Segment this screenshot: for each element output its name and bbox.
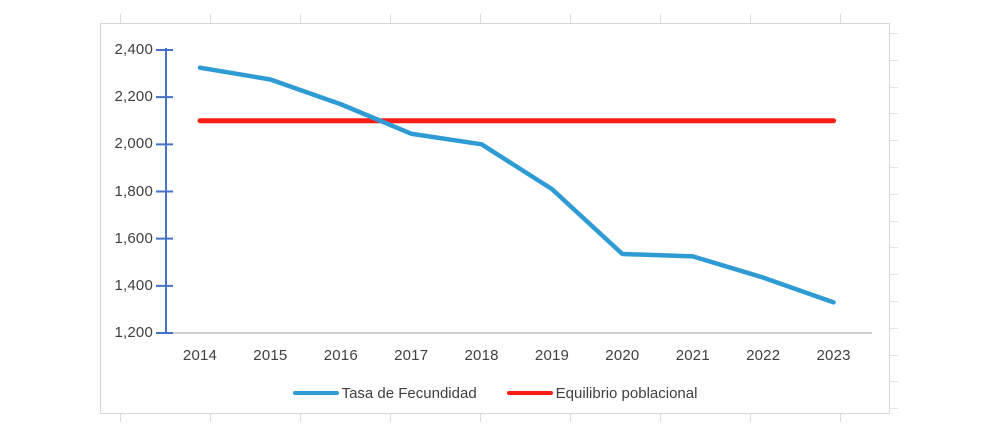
x-axis-tick-label: 2020 [605,347,640,364]
worksheet-gridline-tick [890,86,898,88]
legend-line-sample-blue [292,390,339,396]
worksheet-gridline-tick [480,14,481,23]
worksheet-gridline-tick [120,14,121,23]
worksheet-gridline-tick [890,247,898,249]
worksheet-gridline-tick [890,59,898,61]
x-axis-tick-label: 2019 [534,347,570,364]
worksheet-gridline-tick [300,414,301,422]
worksheet-gridline-tick [890,193,898,195]
worksheet-gridline-tick [300,14,301,23]
legend-item-equilibrio-poblacional[interactable]: Equilibrio poblacional [506,384,698,402]
worksheet-gridline-tick [890,220,898,222]
worksheet-gridline-tick [660,14,661,23]
series-line-tasa-de-fecundidad[interactable] [197,65,836,305]
worksheet-gridline-tick [390,14,391,23]
worksheet-gridline-tick [890,274,898,276]
worksheet-gridline-tick [480,414,481,422]
worksheet-gridline-tick [890,301,898,302]
line-chart-plot [156,48,872,334]
worksheet-gridline-tick [570,14,571,23]
legend-label-equilibrio-poblacional: Equilibrio poblacional [555,384,698,402]
worksheet-gridline-tick [890,327,898,329]
y-axis-tick-label: 1,400 [114,276,153,294]
y-axis-tick-label: 1,600 [114,229,153,247]
worksheet-gridline-tick [120,414,121,422]
worksheet-gridline-tick [890,33,898,34]
legend-label-tasa-de-fecundidad: Tasa de Fecundidad [341,384,477,402]
chart-legend: Tasa de Fecundidad Equilibrio poblaciona… [101,383,889,403]
worksheet-gridline-tick [890,408,898,410]
worksheet-gridline-tick [750,14,751,23]
worksheet-gridline-tick [840,14,841,23]
legend-line-sample-red [506,390,553,396]
x-axis-tick-label: 2023 [816,347,851,364]
x-axis-tick-label: 2021 [675,347,710,364]
x-axis-tick-label: 2014 [182,347,218,364]
worksheet-gridline-tick [570,414,571,422]
worksheet-gridline-tick [890,167,898,168]
worksheet-gridline-tick [890,354,898,356]
chart-object[interactable]: 2,400 2,200 2,000 1,800 1,600 1,400 1,200 2014… [100,23,890,414]
worksheet-gridline-tick [840,414,841,422]
worksheet-gridline-tick [890,113,898,115]
y-axis-tick-label: 1,200 [114,324,153,341]
y-axis-tick-label: 2,400 [114,41,153,58]
worksheet-gridline-tick [890,140,898,142]
worksheet-gridline-tick [750,414,751,422]
worksheet-gridline-tick [390,414,391,422]
y-axis-tick-label: 2,200 [114,88,153,106]
worksheet-gridline-tick [210,14,211,23]
y-axis-tick-label: 1,800 [114,182,153,200]
x-axis-tick-label: 2022 [746,347,781,364]
x-axis-tick-label: 2016 [323,347,358,364]
legend-item-tasa-de-fecundidad[interactable]: Tasa de Fecundidad [292,384,477,402]
x-axis-tick-label: 2018 [464,347,499,364]
worksheet-gridline-tick [890,381,898,383]
x-axis-tick-label: 2015 [253,347,288,364]
worksheet-gridline-tick [210,414,211,422]
worksheet-gridline-tick [660,414,661,422]
y-axis-tick-label: 2,000 [114,135,153,153]
x-axis-tick-label: 2017 [394,347,429,364]
